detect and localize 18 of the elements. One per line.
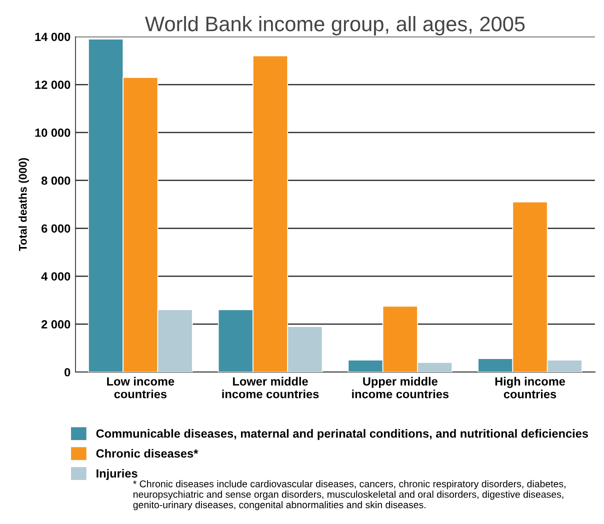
y-tick-label: 12 000 xyxy=(35,80,70,89)
chart-title: World Bank income group, all ages, 2005 xyxy=(145,16,525,36)
x-tick-label: Lower middle income countries xyxy=(222,376,319,398)
y-tick-label: 4 000 xyxy=(41,272,70,281)
y-tick-label: 2 000 xyxy=(42,320,70,329)
x-tick-label: High income countries xyxy=(495,376,566,398)
legend-label: Chronic diseases* xyxy=(96,448,198,458)
legend-label: Injuries xyxy=(96,468,138,480)
y-tick-label: 8 000 xyxy=(41,176,70,185)
x-tick-label: Upper middle income countries xyxy=(352,376,449,398)
y-tick-label: 10 000 xyxy=(35,128,70,137)
y-tick-label: 0 xyxy=(64,368,70,376)
legend-label: Communicable diseases, maternal and perinatal conditions, and nutritional deficiencies xyxy=(96,429,588,440)
y-tick-label: 6 000 xyxy=(42,224,70,233)
y-axis-title: Total deaths (000) xyxy=(18,158,29,252)
x-tick-label: Low income countries xyxy=(107,376,174,398)
y-tick-label: 14 000 xyxy=(35,32,70,42)
text: * Chronic diseases include cardiovascular diseases, cancers, chronic respiratory disorders, diabetes, neuropsychiatric and sense organ disorders, musculoskeletal and oral disorders, digestive diseases, genito-urinary diseases, congenital abnormalities and skin diseases. xyxy=(133,480,566,510)
